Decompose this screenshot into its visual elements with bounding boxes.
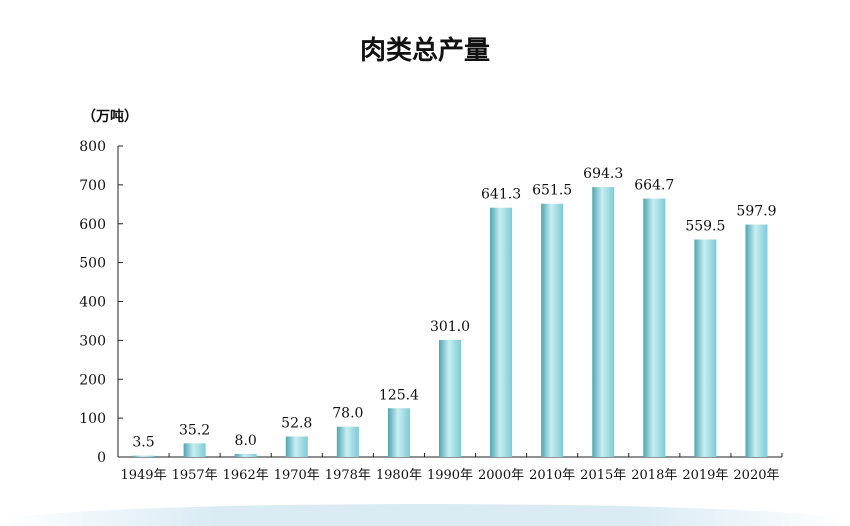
decorative-bottom-band	[0, 504, 850, 526]
value-label: 641.3	[481, 187, 521, 203]
x-tick-label: 2019年	[682, 468, 728, 483]
value-label: 3.5	[132, 435, 154, 451]
y-tick-label: 300	[79, 333, 106, 349]
x-tick-label: 1949年	[120, 468, 166, 483]
y-tick-label: 500	[79, 256, 106, 272]
bar	[643, 198, 666, 457]
x-tick-label: 1978年	[325, 468, 371, 483]
bar	[336, 426, 359, 457]
bar	[490, 207, 513, 457]
bar	[132, 455, 155, 457]
bar	[745, 224, 768, 457]
value-label: 301.0	[430, 319, 470, 335]
value-labels: 3.5 35.2 8.0 52.8 78.0 125.4 301.0 641.3 651.5 69…	[132, 166, 776, 451]
bar	[234, 453, 257, 457]
x-tick-label: 1962年	[223, 468, 269, 483]
y-tick-label: 400	[79, 295, 106, 311]
value-label: 694.3	[583, 166, 623, 182]
x-tick-label: 1970年	[274, 468, 320, 483]
bars	[132, 187, 768, 457]
bar	[694, 239, 717, 457]
bar	[183, 443, 206, 457]
x-tick-label: 1957年	[172, 468, 218, 483]
chart-title: 肉类总产量	[359, 36, 490, 66]
value-label: 664.7	[634, 178, 674, 194]
y-tick-label: 200	[79, 372, 106, 388]
x-tick-label: 2015年	[580, 468, 626, 483]
y-axis-unit-label: （万吨）	[82, 109, 138, 125]
bar	[592, 187, 615, 457]
x-tick-label: 2020年	[733, 468, 779, 483]
bar	[439, 339, 461, 457]
bar	[285, 436, 308, 457]
y-tick-label: 0	[97, 450, 106, 466]
x-tick-label: 1980年	[376, 468, 422, 483]
value-label: 597.9	[736, 204, 776, 220]
bar	[387, 408, 410, 457]
value-label: 35.2	[179, 422, 210, 438]
x-tick-label: 1990年	[427, 468, 473, 483]
y-tick-label: 700	[79, 178, 106, 194]
y-tick-label: 100	[79, 411, 106, 427]
value-label: 651.5	[532, 183, 572, 199]
x-tick-label: 2010年	[529, 468, 575, 483]
x-tick-label: 2018年	[631, 468, 677, 483]
y-tick-labels: 0 100 200 300 400 500 600 700 800	[79, 139, 106, 466]
x-tick-labels: 1949年 1957年 1962年 1970年 1978年 1980年 1990年 2000年…	[120, 468, 779, 483]
value-label: 52.8	[281, 415, 312, 431]
value-label: 8.0	[235, 433, 257, 449]
value-label: 125.4	[379, 387, 419, 403]
x-tick-label: 2000年	[478, 468, 524, 483]
value-label: 559.5	[685, 218, 725, 234]
y-tick-label: 600	[79, 217, 106, 233]
bar	[541, 203, 564, 457]
y-tick-label: 800	[79, 139, 106, 155]
value-label: 78.0	[332, 406, 363, 422]
